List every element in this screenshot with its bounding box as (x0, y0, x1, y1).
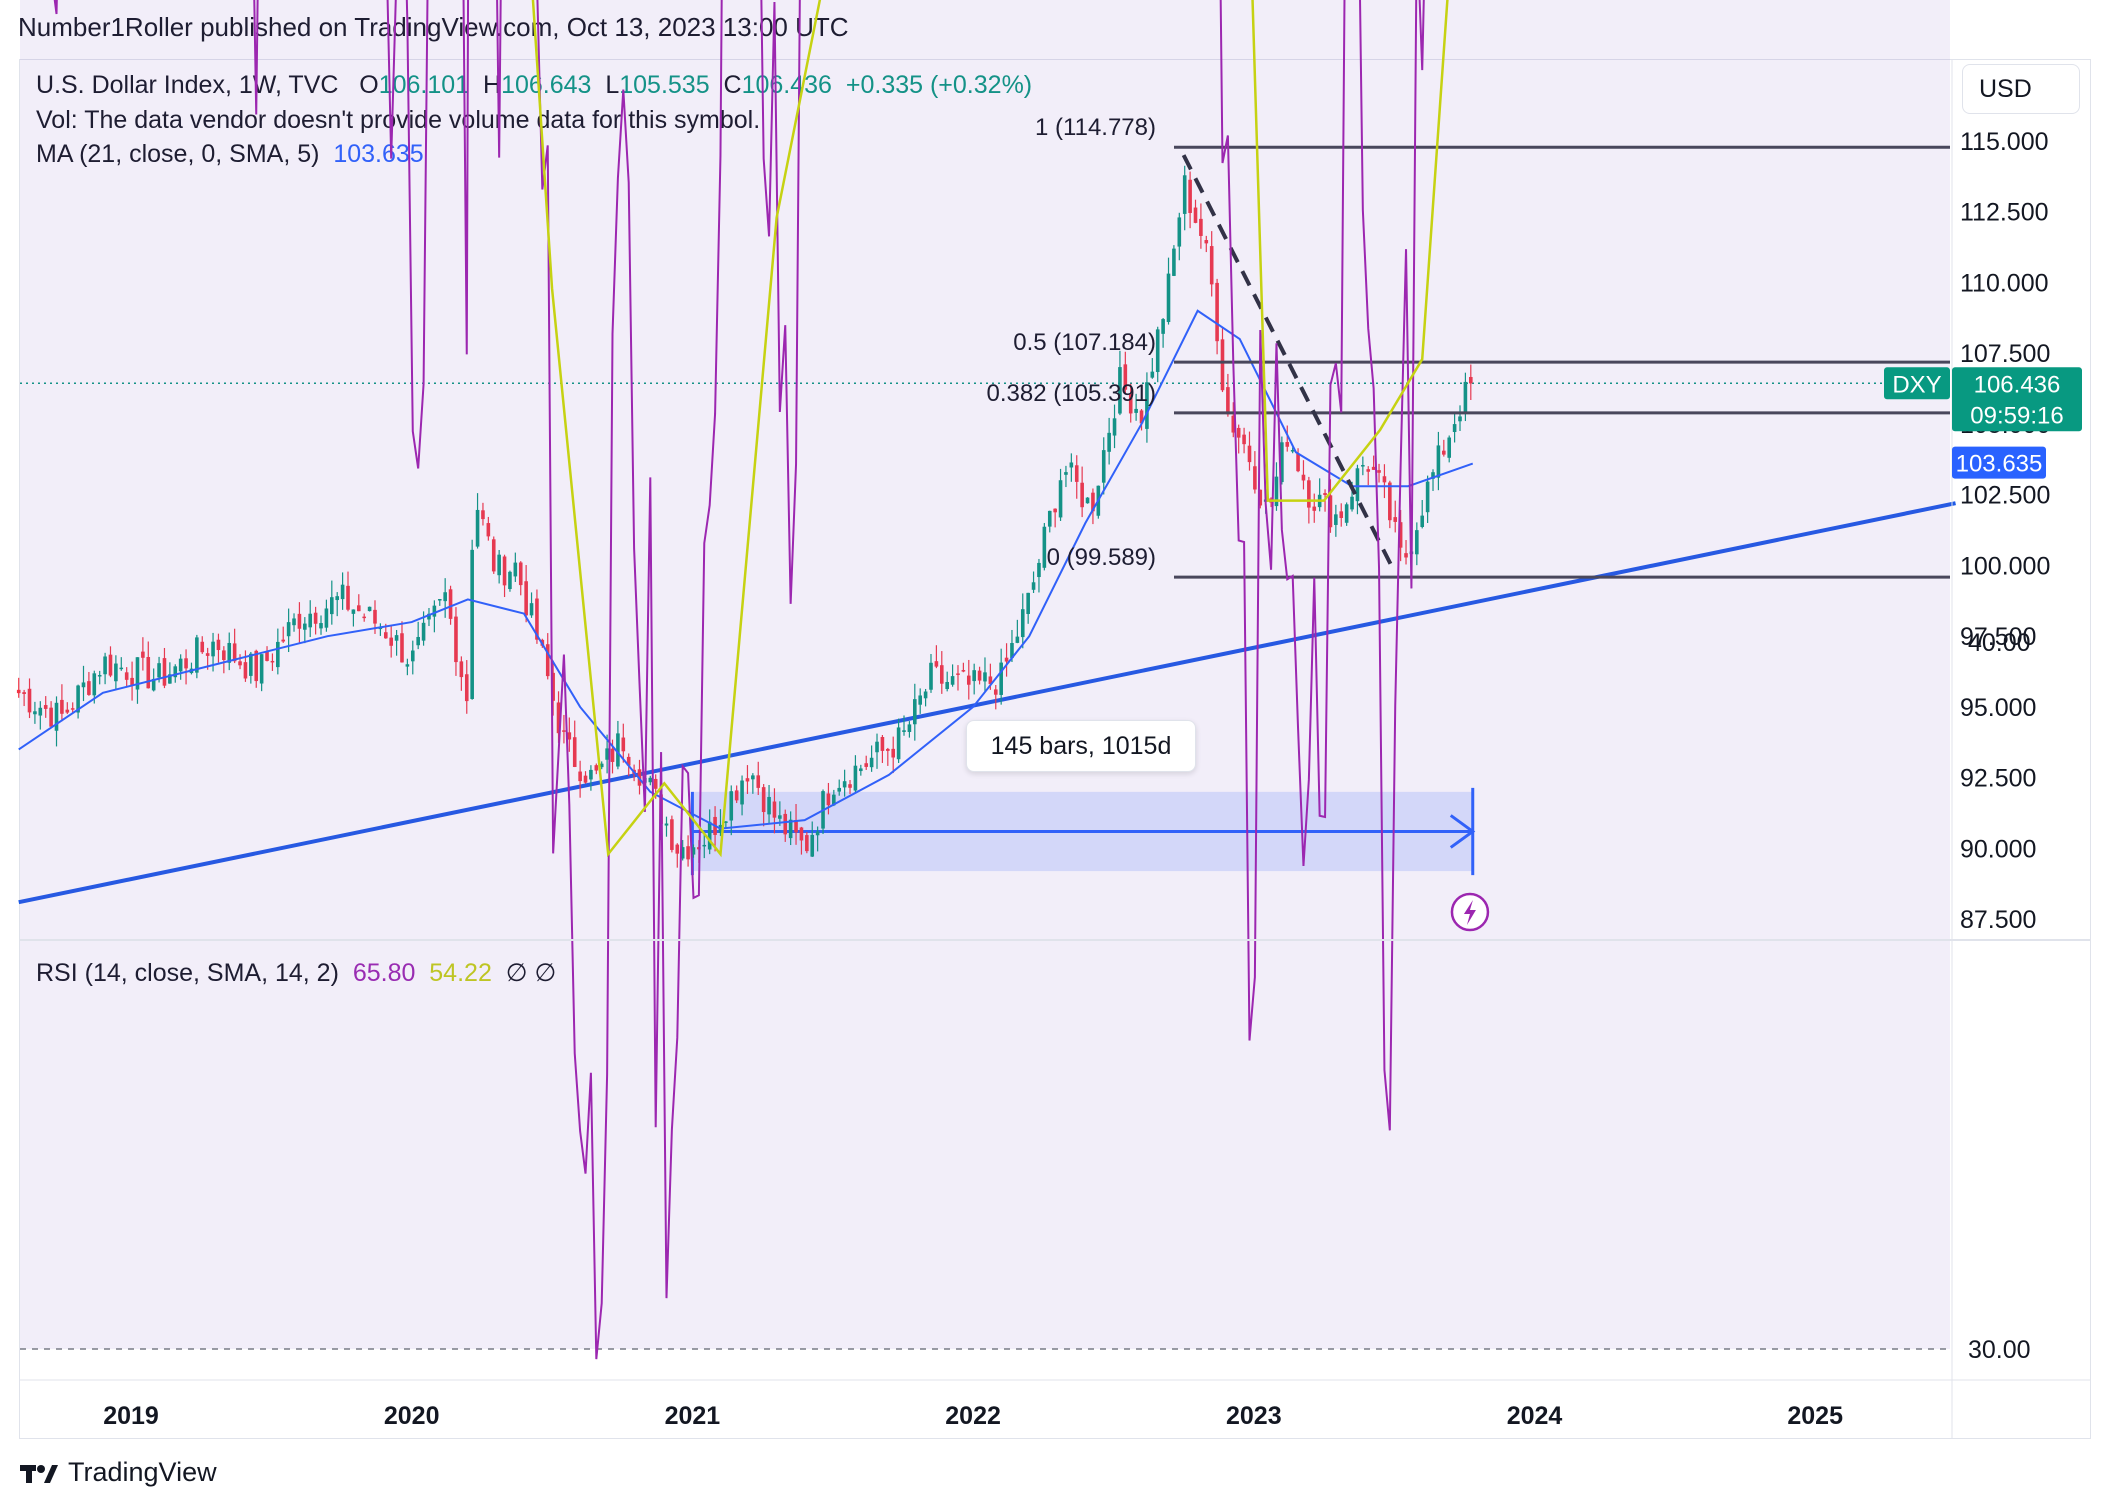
tradingview-brand: TradingView (68, 1457, 217, 1487)
low-value: 105.535 (619, 71, 710, 99)
symbol-title: U.S. Dollar Index, 1W, TVC (36, 71, 339, 99)
close-label: C (723, 71, 742, 99)
rsi-ma-legend-value: 54.22 (429, 959, 492, 987)
low-label: L (605, 71, 620, 99)
symbol-legend: U.S. Dollar Index, 1W, TVC O106.101 H106… (36, 71, 1032, 100)
open-label: O (359, 71, 379, 99)
volume-legend: Vol: The data vendor doesn't provide vol… (36, 106, 761, 134)
rsi-legend[interactable]: RSI (14, close, SMA, 14, 2) 65.80 54.22 … (36, 958, 556, 988)
change-value: +0.335 (+0.32%) (845, 71, 1033, 99)
high-label: H (483, 71, 502, 99)
publisher-header: Number1Roller published on TradingView.c… (18, 12, 849, 42)
tradingview-logo-icon (20, 1464, 58, 1483)
currency-button[interactable]: USD (1962, 64, 2080, 114)
measure-tooltip: 145 bars, 1015d (966, 720, 1196, 772)
open-value: 106.101 (378, 71, 470, 99)
ma-legend-value: 103.635 (333, 140, 424, 168)
ma-legend-label: MA (21, close, 0, SMA, 5) (36, 140, 320, 168)
high-value: 106.643 (501, 71, 592, 99)
close-value: 106.436 (741, 71, 832, 99)
ma-legend[interactable]: MA (21, close, 0, SMA, 5) 103.635 (36, 140, 424, 169)
tradingview-footer[interactable]: TradingView (20, 1457, 217, 1488)
rsi-legend-value: 65.80 (352, 959, 416, 987)
rsi-legend-extra: ∅ ∅ (505, 959, 557, 987)
rsi-legend-label: RSI (14, close, SMA, 14, 2) (36, 959, 339, 987)
